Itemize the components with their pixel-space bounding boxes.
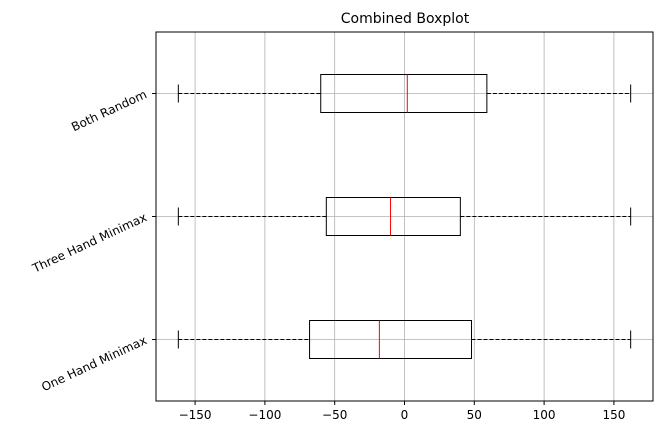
box-one-hand-minimax [177, 320, 632, 359]
x-tick-label: −150 [179, 408, 212, 422]
iqr-box [320, 74, 488, 113]
x-tick-label: −50 [322, 408, 347, 422]
x-tick-label: 100 [533, 408, 556, 422]
box-three-hand-minimax [177, 197, 632, 236]
box-both-random [177, 74, 632, 113]
box-series [177, 74, 632, 359]
iqr-box [309, 320, 473, 359]
x-tick-label: 50 [467, 408, 482, 422]
iqr-box [325, 197, 461, 236]
category-label: Three Hand Minimax [29, 210, 149, 276]
y-axis: One Hand Minimax Three Hand Minimax Both R… [29, 87, 156, 394]
x-tick-label: 150 [602, 408, 625, 422]
x-axis: −150 −100 −50 0 50 100 150 [179, 401, 625, 422]
grid-lines [156, 32, 653, 401]
category-label: One Hand Minimax [39, 333, 149, 394]
x-tick-label: −100 [248, 408, 281, 422]
chart-title: Combined Boxplot [341, 11, 470, 27]
x-tick-label: 0 [401, 408, 409, 422]
category-label: Both Random [69, 87, 149, 134]
